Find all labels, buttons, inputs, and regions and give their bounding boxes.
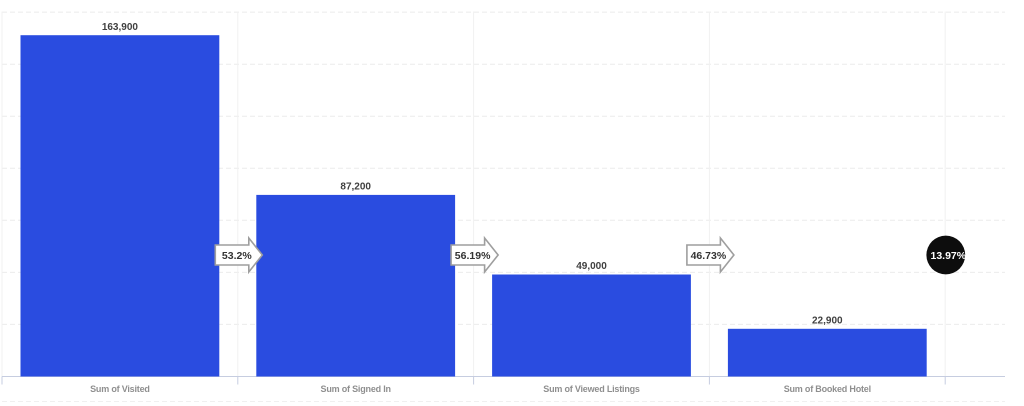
svg-text:49,000: 49,000 [576,261,607,272]
svg-text:Sum of Booked Hotel: Sum of Booked Hotel [784,384,871,394]
svg-text:87,200: 87,200 [340,182,371,193]
svg-text:22,900: 22,900 [812,316,843,327]
svg-text:Sum of Visited: Sum of Visited [90,384,150,394]
svg-text:53.2%: 53.2% [222,250,252,262]
svg-text:56.19%: 56.19% [455,250,491,262]
svg-text:46.73%: 46.73% [691,250,727,262]
svg-text:Sum of Signed In: Sum of Signed In [321,384,391,394]
svg-text:13.97%: 13.97% [930,250,966,262]
svg-text:Sum of Viewed Listings: Sum of Viewed Listings [543,384,640,394]
svg-text:163,900: 163,900 [102,22,139,33]
